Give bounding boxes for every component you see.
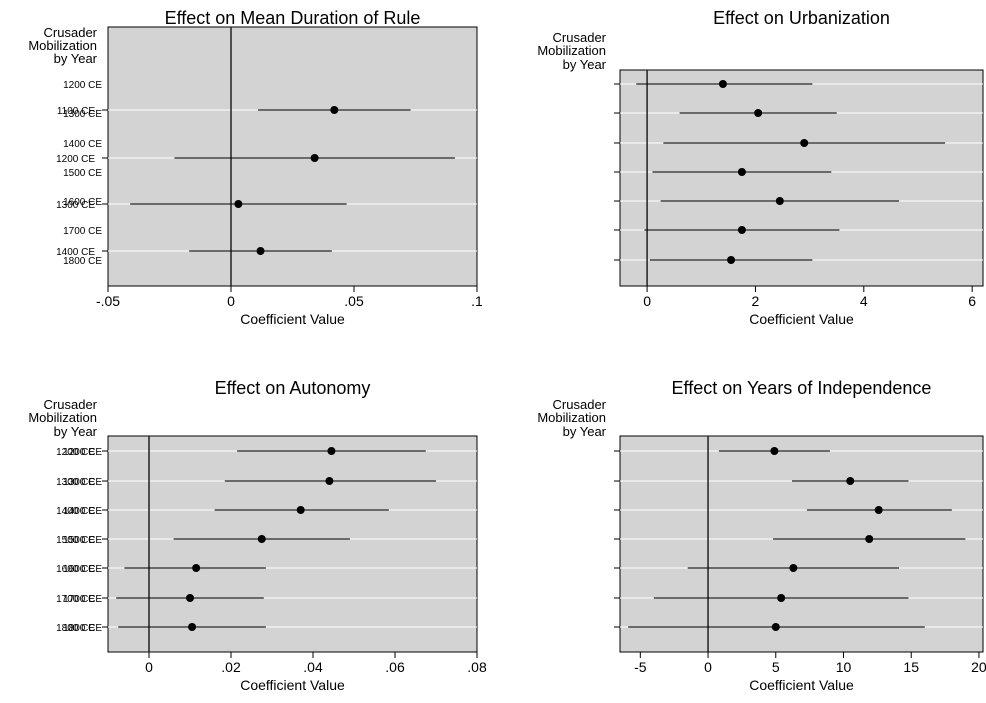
point-2-2 xyxy=(296,506,305,514)
y-axis-label-1-2: by Year xyxy=(563,57,607,72)
point-0-3 xyxy=(256,247,265,255)
plot-area-1 xyxy=(619,69,984,287)
xtick-label-2-0: 0 xyxy=(145,659,153,675)
point-0-0 xyxy=(330,106,339,114)
xtick-label-0-2: .05 xyxy=(344,293,364,309)
ytick-label-3-4: 1600 CE xyxy=(63,564,102,575)
point-1-4 xyxy=(775,197,784,205)
ytick-label-3-0: 1200 CE xyxy=(63,447,102,458)
y-axis-label-3-0: Crusader xyxy=(553,397,607,412)
point-3-3 xyxy=(865,535,874,543)
ytick-label-1-1: 1300 CE xyxy=(63,109,102,120)
xtick-label-3-4: 15 xyxy=(903,659,919,675)
xtick-label-0-0: -.05 xyxy=(96,293,120,309)
point-1-5 xyxy=(737,226,746,234)
ytick-label-1-4: 1600 CE xyxy=(63,197,102,208)
chart-title-2: Effect on Autonomy xyxy=(215,378,371,398)
ytick-label-3-5: 1700 CE xyxy=(63,594,102,605)
ytick-label-3-2: 1400 CE xyxy=(63,506,102,517)
xtick-label-3-2: 5 xyxy=(772,659,780,675)
point-3-2 xyxy=(874,506,883,514)
plot-area-0 xyxy=(107,26,478,287)
point-1-3 xyxy=(737,168,746,176)
xtick-label-0-1: 0 xyxy=(227,293,235,309)
xtick-label-2-4: .08 xyxy=(467,659,487,675)
y-axis-label-2-0: Crusader xyxy=(44,397,98,412)
ytick-label-2-0: 1200 CE xyxy=(56,447,95,458)
plot-area-2 xyxy=(107,435,478,653)
ytick-label-1-2: 1400 CE xyxy=(63,139,102,150)
ytick-label-3-1: 1300 CE xyxy=(63,477,102,488)
y-axis-label-1-0: Crusader xyxy=(553,30,607,45)
point-3-6 xyxy=(771,623,780,631)
chart-title-1: Effect on Urbanization xyxy=(713,8,890,28)
x-axis-label-2: Coefficient Value xyxy=(240,677,345,693)
y-axis-label-0-1: Mobilization xyxy=(28,38,97,53)
y-axis-label-1-1: Mobilization xyxy=(537,43,606,58)
xtick-label-3-0: -5 xyxy=(634,659,647,675)
y-axis-label-3-2: by Year xyxy=(563,424,607,439)
ytick-label-0-2: 1300 CE xyxy=(56,200,95,211)
point-1-1 xyxy=(754,109,763,117)
xtick-label-0-3: .1 xyxy=(471,293,483,309)
point-2-5 xyxy=(186,594,194,602)
y-axis-label-2-2: by Year xyxy=(54,424,98,439)
ytick-label-2-6: 1800 CE xyxy=(56,623,95,634)
xtick-label-2-1: .02 xyxy=(221,659,241,675)
ytick-label-2-5: 1700 CE xyxy=(56,594,95,605)
point-2-6 xyxy=(188,623,197,631)
point-3-1 xyxy=(846,477,855,485)
point-3-4 xyxy=(789,564,798,572)
point-1-0 xyxy=(718,80,727,88)
ytick-label-2-4: 1600 CE xyxy=(56,564,95,575)
point-0-2 xyxy=(234,200,243,208)
ytick-label-1-0: 1200 CE xyxy=(63,80,102,91)
point-2-1 xyxy=(325,477,334,485)
ytick-label-1-5: 1700 CE xyxy=(63,226,102,237)
chart-title-3: Effect on Years of Independence xyxy=(672,378,932,398)
ytick-label-0-1: 1200 CE xyxy=(56,154,95,165)
point-2-4 xyxy=(192,564,201,572)
point-2-3 xyxy=(257,535,266,543)
point-0-1 xyxy=(310,154,319,162)
xtick-label-2-2: .04 xyxy=(303,659,323,675)
x-axis-label-0: Coefficient Value xyxy=(240,311,345,327)
x-axis-label-3: Coefficient Value xyxy=(749,677,854,693)
xtick-label-3-5: 20 xyxy=(971,659,986,675)
point-1-6 xyxy=(727,256,736,264)
point-1-2 xyxy=(800,139,809,147)
xtick-label-2-3: .06 xyxy=(385,659,405,675)
y-axis-label-0-0: Crusader xyxy=(44,25,98,40)
y-axis-label-2-1: Mobilization xyxy=(28,410,97,425)
ytick-label-2-1: 1300 CE xyxy=(56,477,95,488)
ytick-label-2-2: 1400 CE xyxy=(56,506,95,517)
x-axis-label-1: Coefficient Value xyxy=(749,311,854,327)
point-3-5 xyxy=(777,594,786,602)
chart-title-0: Effect on Mean Duration of Rule xyxy=(165,8,421,28)
ytick-label-3-6: 1800 CE xyxy=(63,623,102,634)
point-2-0 xyxy=(327,447,336,455)
y-axis-label-0-2: by Year xyxy=(54,51,98,66)
xtick-label-3-3: 10 xyxy=(836,659,852,675)
point-3-0 xyxy=(770,447,779,455)
ytick-label-0-3: 1400 CE xyxy=(56,247,95,258)
ytick-label-1-3: 1500 CE xyxy=(63,168,102,179)
plot-area-3 xyxy=(619,435,984,653)
ytick-label-0-0: 1100 CE xyxy=(57,106,96,117)
xtick-label-1-2: 4 xyxy=(860,293,868,309)
xtick-label-1-1: 2 xyxy=(752,293,760,309)
y-axis-label-3-1: Mobilization xyxy=(537,410,606,425)
xtick-label-1-3: 6 xyxy=(968,293,976,309)
xtick-label-1-0: 0 xyxy=(643,293,651,309)
ytick-label-2-3: 1500 CE xyxy=(56,535,95,546)
ytick-label-1-6: 1800 CE xyxy=(63,256,102,267)
xtick-label-3-1: 0 xyxy=(704,659,712,675)
ytick-label-3-3: 1500 CE xyxy=(63,535,102,546)
